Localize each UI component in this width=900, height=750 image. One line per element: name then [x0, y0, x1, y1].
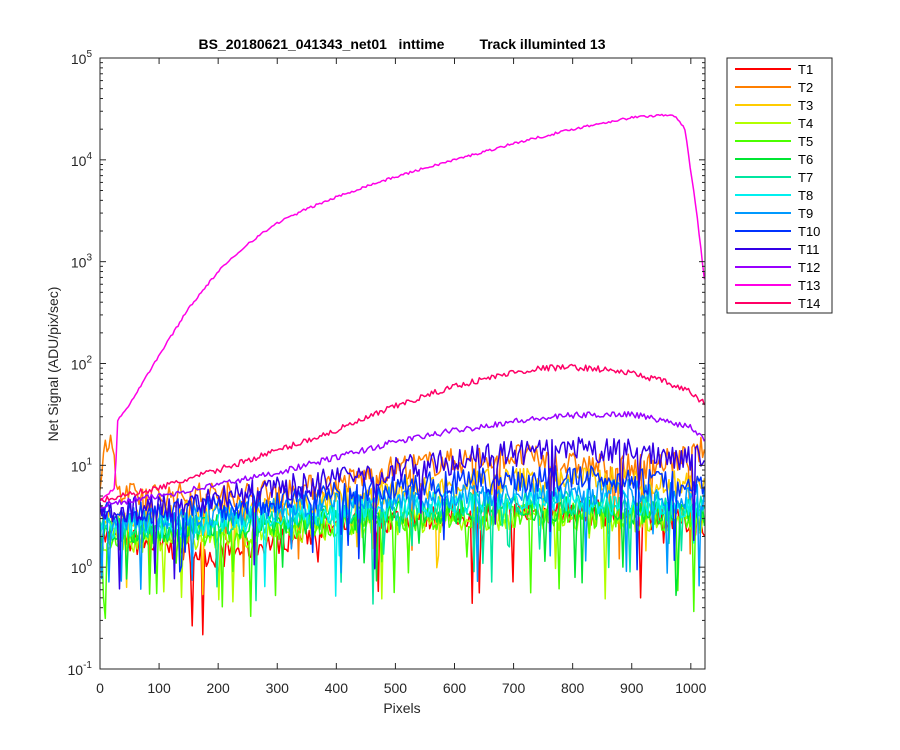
x-tick-label: 500 [384, 680, 408, 696]
y-tick-label: 102 [71, 355, 93, 373]
y-axis-label: Net Signal (ADU/pix/sec) [45, 287, 61, 442]
x-axis: 0 100 200 300 400 500 600 700 800 900 1000 [96, 58, 707, 696]
legend-label-t2: T2 [798, 80, 813, 95]
x-tick-label: 900 [620, 680, 644, 696]
y-axis: 10-1 100 101 102 103 104 105 [68, 49, 705, 678]
x-tick-label: 1000 [675, 680, 706, 696]
x-tick-label: 200 [206, 680, 230, 696]
y-tick-label: 105 [71, 49, 93, 67]
x-tick-label: 100 [147, 680, 171, 696]
x-tick-label: 700 [502, 680, 526, 696]
series-line-t10 [100, 465, 705, 573]
chart-title: BS_20180621_041343_net01 inttime Track i… [199, 36, 606, 52]
y-tick-label: 103 [71, 253, 93, 271]
x-axis-label: Pixels [383, 700, 420, 716]
y-tick-label: 100 [71, 558, 93, 576]
legend-label-t12: T12 [798, 260, 820, 275]
series-line-t11 [100, 436, 705, 590]
x-tick-label: 0 [96, 680, 104, 696]
legend-label-t5: T5 [798, 134, 813, 149]
legend-label-t9: T9 [798, 206, 813, 221]
legend-label-t11: T11 [798, 242, 819, 257]
legend-label-t3: T3 [798, 98, 813, 113]
legend-box [726, 57, 833, 314]
legend-label-t7: T7 [798, 170, 813, 185]
legend-label-t4: T4 [798, 116, 813, 131]
x-tick-label: 400 [325, 680, 349, 696]
y-tick-label: 104 [71, 151, 93, 169]
x-tick-label: 800 [561, 680, 585, 696]
series-line-t14 [100, 363, 705, 503]
legend-label-t1: T1 [798, 62, 813, 77]
series-line-t12 [100, 411, 705, 510]
series-line-t13 [100, 113, 705, 502]
legend-label-t6: T6 [798, 152, 813, 167]
series-line-t9 [100, 477, 705, 590]
legend-label-t14: T14 [798, 296, 820, 311]
series-group [100, 113, 705, 636]
legend-label-t10: T10 [798, 224, 820, 239]
legend: T1 T2 T3 T4 T5 T6 T7 T8 T9 T10 T11 T12 T13 T14 [726, 57, 833, 314]
y-tick-label: 10-1 [68, 660, 93, 678]
x-tick-label: 600 [443, 680, 467, 696]
y-tick-label: 101 [71, 456, 93, 474]
legend-label-t13: T13 [798, 278, 820, 293]
x-tick-label: 300 [266, 680, 290, 696]
legend-label-t8: T8 [798, 188, 813, 203]
